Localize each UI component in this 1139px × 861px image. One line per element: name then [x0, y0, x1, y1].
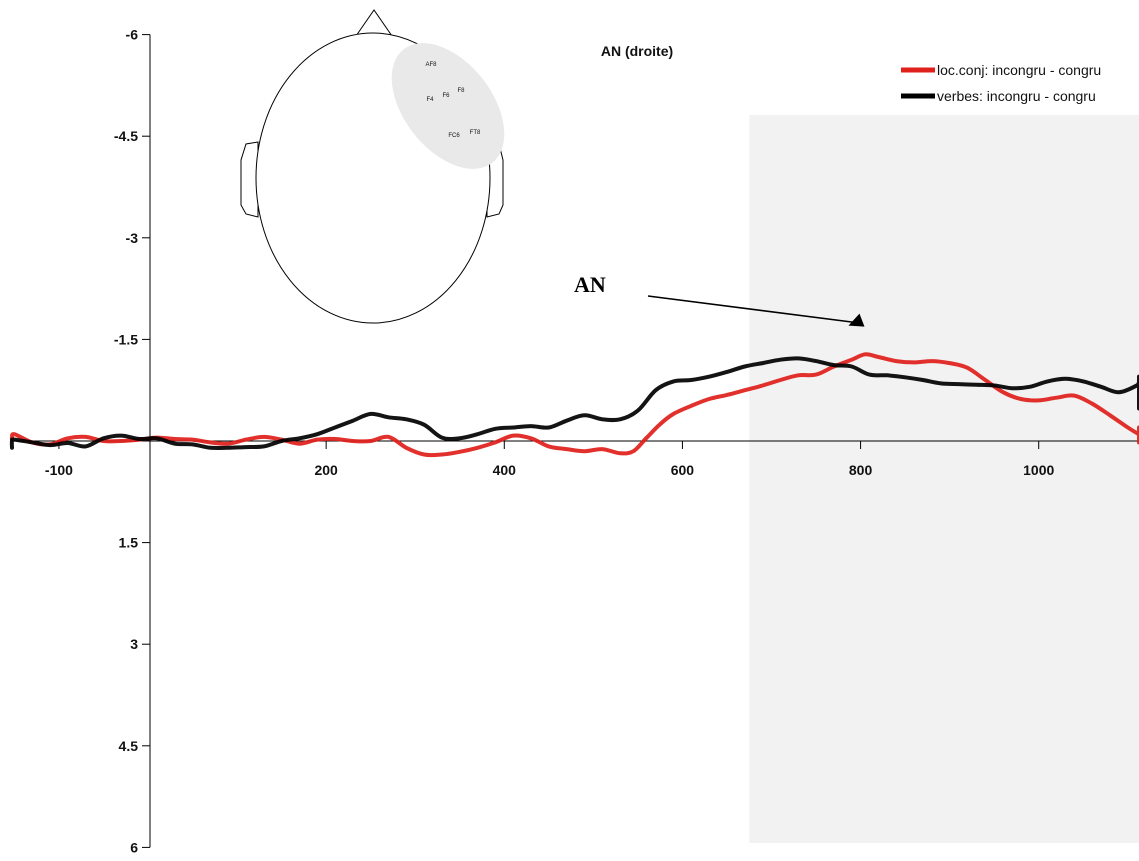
electrode-label: F8 [457, 88, 465, 94]
legend-entry: verbes: incongru - congru [937, 88, 1096, 104]
y-tick-label: 6 [130, 839, 138, 855]
chart-title: AN (droite) [601, 43, 673, 59]
y-tick-label: 1.5 [119, 535, 139, 551]
head-map: AF8 F4 F6 F8 FC6 FT8 [240, 9, 505, 324]
electrode-label: FC6 [448, 133, 460, 139]
left-ear-shape [240, 141, 259, 218]
electrode-label: AF8 [425, 62, 437, 68]
y-tick-label: -4.5 [114, 128, 138, 144]
x-tick-label: 400 [493, 462, 517, 478]
electrode-label: F6 [442, 93, 450, 99]
y-tick-label: -6 [126, 27, 139, 43]
x-tick-label: 1000 [1023, 462, 1054, 478]
an-annotation: AN [574, 272, 865, 327]
y-tick-label: -3 [126, 230, 139, 246]
y-tick-label: -1.5 [114, 331, 138, 347]
series-line-loc-conj [9, 352, 1139, 458]
electrode-label: FT8 [470, 130, 481, 136]
an-arrow-line [647, 295, 857, 324]
x-tick-label: 600 [671, 462, 695, 478]
electrode-region [391, 43, 505, 169]
x-tick-label: -100 [45, 462, 73, 478]
x-tick-label: 200 [314, 462, 338, 478]
an-arrow-head [848, 313, 865, 327]
analysis-window [749, 115, 1139, 843]
legend-entry: loc.conj: incongru - congru [937, 62, 1101, 78]
electrode-label: F4 [426, 97, 434, 103]
x-tick-label: 800 [849, 462, 873, 478]
nose-shape [355, 9, 393, 37]
y-tick-label: 4.5 [119, 738, 139, 754]
an-annotation-label: AN [574, 272, 606, 297]
y-tick-label: 3 [130, 636, 138, 652]
